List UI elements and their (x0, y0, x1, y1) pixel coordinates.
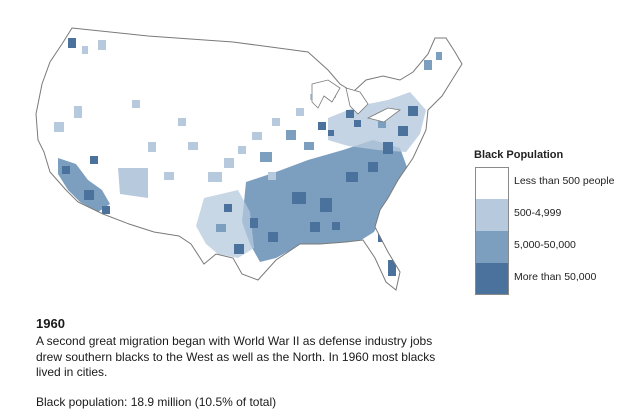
light-county (188, 142, 198, 150)
light-county (82, 46, 88, 54)
medium-county (286, 130, 296, 140)
great-lakes (311, 79, 341, 109)
legend-row: 5,000-50,000 (474, 231, 634, 263)
dark-cluster (62, 166, 70, 174)
dark-cluster (332, 222, 340, 230)
dark-cluster (408, 106, 418, 116)
us-county-map (28, 22, 464, 298)
legend-label: More than 50,000 (514, 271, 597, 283)
dark-cluster (398, 126, 408, 136)
light-county (238, 146, 246, 154)
great-lakes (366, 107, 401, 123)
medium-county (378, 120, 386, 128)
legend-swatches: Less than 500 people 500-4,999 5,000-50,00… (474, 167, 634, 295)
light-county (54, 122, 64, 132)
legend-swatch (475, 263, 509, 295)
southwest-light-region (118, 168, 148, 198)
dark-cluster (346, 172, 358, 182)
legend-row: More than 50,000 (474, 263, 634, 295)
caption-year: 1960 (36, 316, 65, 331)
legend-row: Less than 500 people (474, 167, 634, 199)
medium-county (260, 152, 272, 162)
medium-county (304, 142, 314, 150)
legend-swatch (475, 167, 509, 199)
legend-row: 500-4,999 (474, 199, 634, 231)
medium-county (216, 224, 226, 232)
legend-label: Less than 500 people (514, 175, 615, 187)
dark-cluster (224, 204, 232, 212)
legend-label: 500-4,999 (514, 207, 562, 219)
dark-cluster (368, 162, 378, 172)
dark-cluster (310, 222, 320, 232)
dark-cluster (84, 190, 94, 200)
dark-cluster (90, 156, 98, 164)
east-light-region (328, 92, 426, 152)
dark-cluster (346, 110, 354, 118)
dark-cluster (234, 244, 244, 254)
dark-cluster (268, 232, 278, 242)
legend-title: Black Population (474, 149, 564, 161)
light-county (268, 172, 276, 180)
light-county (164, 172, 174, 180)
dark-cluster (328, 130, 334, 136)
light-county (208, 172, 222, 182)
dark-cluster (318, 122, 326, 130)
light-county (98, 40, 106, 50)
dark-cluster (388, 260, 396, 276)
dark-cluster (102, 206, 110, 214)
medium-county (424, 60, 432, 70)
dark-cluster (250, 218, 258, 228)
caption: 1960 A second great migration began with… (36, 316, 456, 410)
light-county (132, 100, 140, 108)
dark-cluster (292, 192, 306, 204)
light-county (296, 108, 304, 116)
dark-cluster (383, 142, 393, 154)
medium-county (436, 52, 442, 60)
caption-statistic: Black population: 18.9 million (10.5% of… (36, 394, 277, 409)
dark-cluster (68, 38, 76, 48)
light-county (224, 158, 234, 168)
light-county (252, 132, 262, 140)
light-county (272, 118, 280, 126)
legend-swatch (475, 231, 509, 263)
light-county (148, 142, 156, 152)
caption-description: A second great migration began with Worl… (36, 334, 436, 379)
great-lakes (345, 87, 369, 115)
light-county (74, 106, 82, 118)
legend-swatch (475, 199, 509, 231)
legend-label: 5,000-50,000 (514, 239, 576, 251)
legend: Black Population Less than 500 people 500… (474, 149, 634, 295)
light-county (178, 118, 186, 126)
dark-cluster (354, 120, 361, 127)
california-medium-region (58, 158, 110, 212)
dark-cluster (320, 198, 332, 212)
